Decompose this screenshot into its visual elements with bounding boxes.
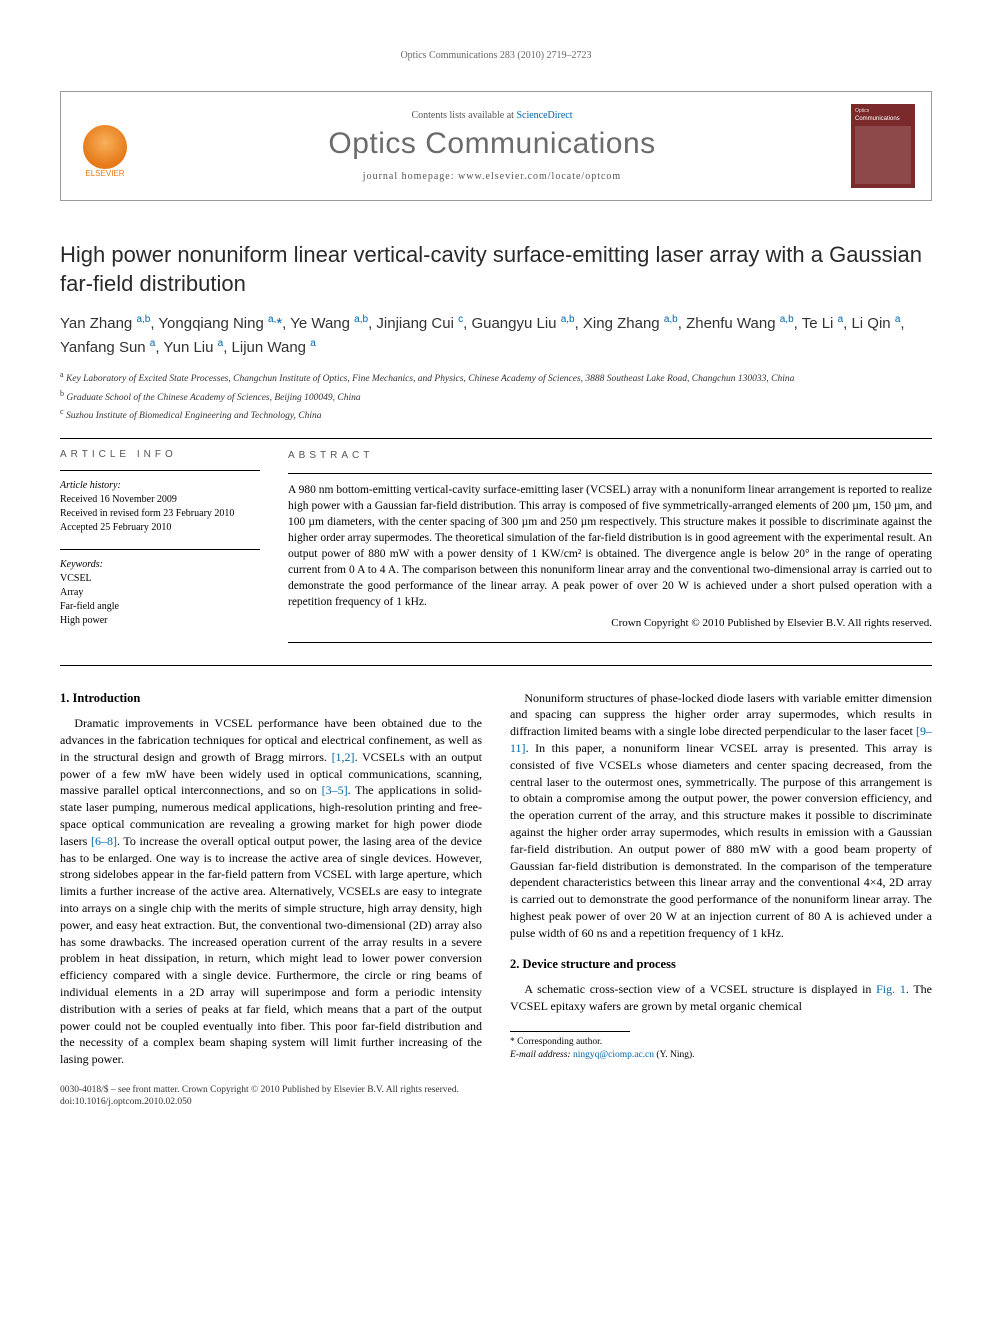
- email-label: E-mail address:: [510, 1050, 573, 1060]
- keyword: High power: [60, 614, 260, 628]
- article-title: High power nonuniform linear vertical-ca…: [60, 241, 932, 298]
- body-columns: 1. Introduction Dramatic improvements in…: [60, 690, 932, 1068]
- bottom-meta: 0030-4018/$ – see front matter. Crown Co…: [60, 1084, 932, 1109]
- keyword: VCSEL: [60, 572, 260, 586]
- cover-pub: Optics: [855, 108, 911, 114]
- citation-link[interactable]: [1,2]: [332, 750, 355, 764]
- running-head: Optics Communications 283 (2010) 2719–27…: [60, 50, 932, 61]
- article-history: Article history: Received 16 November 20…: [60, 479, 260, 535]
- sciencedirect-link[interactable]: ScienceDirect: [516, 110, 572, 121]
- email-link[interactable]: ningyq@ciomp.ac.cn: [573, 1050, 654, 1060]
- history-line: Received 16 November 2009: [60, 493, 260, 507]
- divider: [288, 642, 932, 643]
- affiliation: c Suzhou Institute of Biomedical Enginee…: [60, 406, 932, 423]
- homepage-prefix: journal homepage:: [363, 171, 458, 182]
- abstract-text: A 980 nm bottom-emitting vertical-cavity…: [288, 482, 932, 611]
- corr-author: * Corresponding author.: [510, 1036, 932, 1049]
- history-label: Article history:: [60, 479, 260, 493]
- keywords-block: Keywords: VCSEL Array Far-field angle Hi…: [60, 558, 260, 628]
- homepage-url: www.elsevier.com/locate/optcom: [458, 171, 621, 182]
- keyword: Far-field angle: [60, 600, 260, 614]
- doi-line: doi:10.1016/j.optcom.2010.02.050: [60, 1096, 932, 1108]
- journal-cover-thumb: Optics Communications: [851, 104, 915, 188]
- paragraph: Dramatic improvements in VCSEL performan…: [60, 715, 482, 1068]
- text-run: . In this paper, a nonuniform linear VCS…: [510, 741, 932, 940]
- email-who: (Y. Ning).: [654, 1050, 694, 1060]
- divider: [60, 438, 932, 439]
- cover-image-icon: [855, 126, 911, 184]
- keywords-label: Keywords:: [60, 558, 260, 572]
- article-info: ARTICLE INFO Article history: Received 1…: [60, 449, 260, 651]
- abstract: ABSTRACT A 980 nm bottom-emitting vertic…: [288, 449, 932, 651]
- divider: [60, 470, 260, 471]
- paragraph: Nonuniform structures of phase-locked di…: [510, 690, 932, 942]
- front-matter-line: 0030-4018/$ – see front matter. Crown Co…: [60, 1084, 932, 1096]
- citation-link[interactable]: [6–8]: [91, 834, 117, 848]
- email-line: E-mail address: ningyq@ciomp.ac.cn (Y. N…: [510, 1049, 932, 1062]
- journal-homepage: journal homepage: www.elsevier.com/locat…: [147, 171, 837, 182]
- affiliation: a Key Laboratory of Excited State Proces…: [60, 369, 932, 386]
- citation-link[interactable]: [3–5]: [322, 783, 348, 797]
- history-line: Received in revised form 23 February 201…: [60, 507, 260, 521]
- corresponding-footnote: * Corresponding author. E-mail address: …: [510, 1036, 932, 1063]
- affiliation: b Graduate School of the Chinese Academy…: [60, 388, 932, 405]
- divider: [60, 665, 932, 666]
- elsevier-tree-icon: [83, 125, 127, 169]
- history-line: Accepted 25 February 2010: [60, 521, 260, 535]
- section-heading: 2. Device structure and process: [510, 956, 932, 974]
- text-run: Nonuniform structures of phase-locked di…: [510, 691, 932, 739]
- abstract-head: ABSTRACT: [288, 449, 932, 463]
- journal-masthead: ELSEVIER Contents lists available at Sci…: [60, 91, 932, 201]
- contents-line: Contents lists available at ScienceDirec…: [147, 110, 837, 121]
- journal-name: Optics Communications: [147, 127, 837, 161]
- divider: [288, 473, 932, 474]
- figure-link[interactable]: Fig. 1: [876, 982, 906, 996]
- contents-prefix: Contents lists available at: [411, 110, 516, 121]
- text-run: . To increase the overall optical output…: [60, 834, 482, 1066]
- paragraph: A schematic cross-section view of a VCSE…: [510, 981, 932, 1015]
- section-heading: 1. Introduction: [60, 690, 482, 708]
- footnote-rule: [510, 1031, 630, 1032]
- article-info-head: ARTICLE INFO: [60, 449, 260, 460]
- elsevier-logo: ELSEVIER: [77, 114, 133, 178]
- affiliations: a Key Laboratory of Excited State Proces…: [60, 369, 932, 423]
- info-abstract-row: ARTICLE INFO Article history: Received 1…: [60, 449, 932, 651]
- keyword: Array: [60, 586, 260, 600]
- cover-title: Communications: [855, 116, 911, 122]
- author-list: Yan Zhang a,b, Yongqiang Ning a,*, Ye Wa…: [60, 312, 932, 359]
- masthead-center: Contents lists available at ScienceDirec…: [147, 110, 837, 182]
- elsevier-label: ELSEVIER: [85, 169, 124, 178]
- divider: [60, 549, 260, 550]
- text-run: A schematic cross-section view of a VCSE…: [524, 982, 876, 996]
- abstract-copyright: Crown Copyright © 2010 Published by Else…: [288, 616, 932, 631]
